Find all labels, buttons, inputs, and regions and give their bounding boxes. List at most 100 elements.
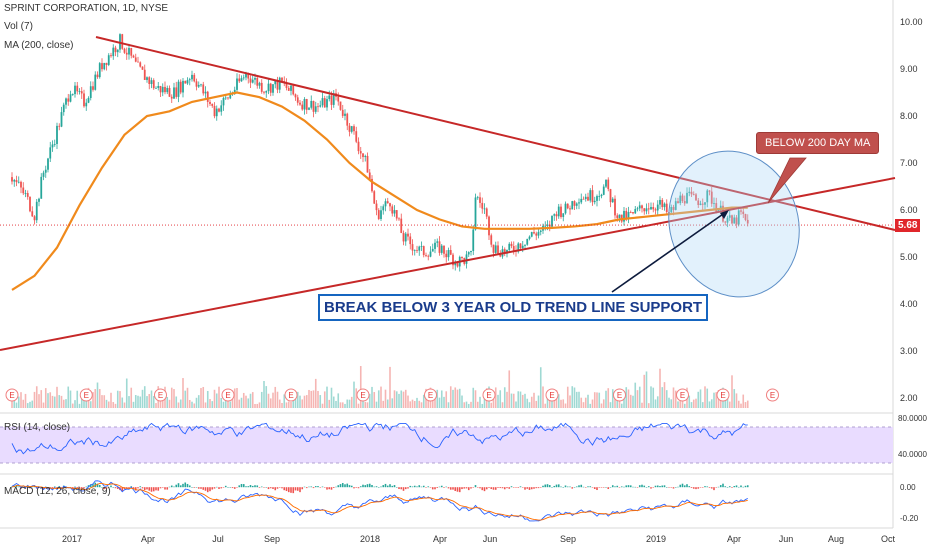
candle-body [222,97,225,106]
volume-bar [375,401,378,408]
macd-histogram-bar [164,487,166,490]
macd-histogram-bar [317,486,319,488]
macd-histogram-bar [22,486,25,488]
macd-histogram-bar [287,487,290,493]
candle-body [301,104,304,110]
candle-body [139,62,142,67]
candle-body [607,179,610,190]
volume-bar [544,403,547,408]
volume-bar [242,392,245,408]
volume-bar [364,401,367,408]
macd-histogram-bar [535,487,538,489]
macd-histogram-bar [582,486,585,488]
candle-body [663,203,666,208]
volume-bar [15,402,18,408]
macd-histogram-bar [247,486,250,488]
volume-bar [602,399,605,408]
macd-histogram-bar [744,485,747,488]
volume-bar [557,394,560,408]
macd-histogram-bar [350,485,353,488]
macd-histogram-bar [76,487,79,488]
candle-body [686,192,688,204]
volume-bar [238,399,241,408]
macd-histogram-bar [686,484,688,488]
macd-histogram-bar [557,484,560,488]
macd-histogram-bar [404,487,407,490]
macd-histogram-bar [409,485,412,488]
volume-bar [517,391,520,408]
volume-bar [636,390,639,408]
volume-bar [258,402,261,408]
candle-body [485,208,488,217]
volume-bar [166,396,169,408]
candle-body [544,225,547,227]
volume-bar [13,399,16,408]
annotation-arrowhead [720,210,729,219]
volume-bar [161,394,164,408]
volume-bar [276,391,279,408]
candle-body [404,233,407,242]
macd-histogram-bar [708,487,711,488]
volume-bar [274,386,277,408]
macd-histogram-bar [548,485,551,488]
earnings-marker [154,388,167,402]
candle-body [188,79,191,81]
macd-histogram-bar [236,487,238,488]
macd-histogram-bar [697,487,700,489]
candle-body [105,62,108,65]
volume-bar [393,390,396,408]
support-trendline [0,177,896,351]
volume-bar [71,403,74,408]
volume-bar [330,387,333,408]
macd-histogram-bar [290,487,292,493]
macd-histogram-bar [706,486,709,488]
candle-body [465,254,468,264]
macd-histogram-bar [742,486,745,488]
rsi-line [11,422,748,455]
time-tick-label: 2018 [360,534,380,544]
candle-body [598,196,601,197]
macd-histogram-bar [623,486,625,488]
volume-bar [382,400,385,408]
candle-body [573,201,576,206]
volume-bar [215,393,218,408]
macd-histogram-bar [701,487,704,488]
volume-bar [53,396,56,408]
macd-histogram-bar [436,487,439,489]
candle-body [179,81,182,93]
candle-body [580,198,583,203]
volume-bar [168,399,171,408]
macd-histogram-bar [125,487,128,489]
candle-body [103,62,106,70]
candle-body [357,141,360,152]
candle-body [609,189,612,203]
candle-body [186,80,189,84]
macd-histogram-bar [465,487,468,489]
volume-bar [267,393,270,408]
candle-body [281,77,283,82]
macd-histogram-bar [512,487,515,488]
macd-histogram-bar [713,487,715,491]
candle-body [227,97,229,99]
candle-body [202,84,205,94]
volume-bar [456,389,459,408]
candle-body [17,181,20,183]
candle-body [490,235,493,245]
macd-histogram-bar [479,487,481,489]
candle-body [285,82,288,88]
macd-histogram-bar [380,486,382,488]
time-tick-label: Sep [560,534,576,544]
macd-histogram-bar [328,487,331,490]
ma200-line [11,91,748,291]
candle-body [321,98,324,106]
macd-histogram-bar [267,487,270,490]
volume-bar [321,403,324,408]
candle-body [591,190,594,203]
macd-histogram-bar [580,484,583,488]
macd-histogram-bar [634,486,637,488]
volume-bar [301,399,304,408]
earnings-marker-label: E [617,391,622,400]
candle-body [742,211,745,215]
macd-histogram-bar [483,487,486,492]
earnings-marker-label: E [770,391,775,400]
